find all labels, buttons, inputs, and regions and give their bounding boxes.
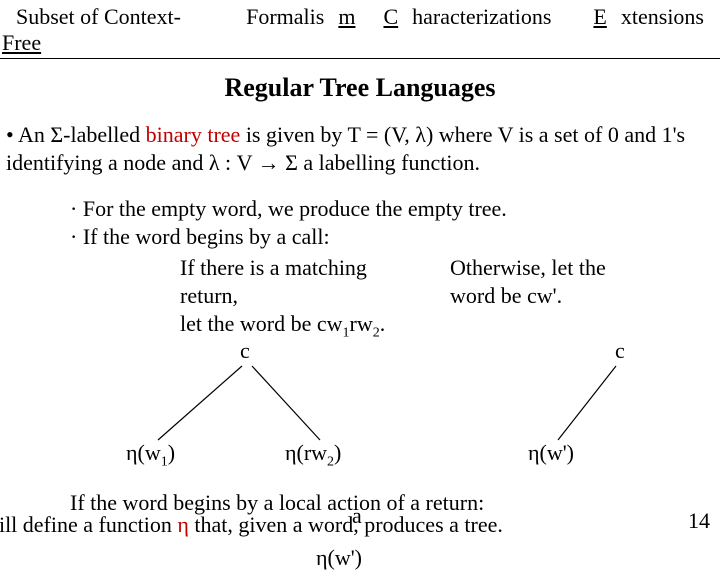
right-root: c [615, 338, 625, 364]
call-left: If there is a matching return, let the w… [70, 254, 410, 343]
left-b-2: 2 [373, 325, 380, 340]
right-a: Otherwise, let the [450, 254, 650, 282]
left-child-r: η(rw2) [285, 440, 341, 470]
footer-area: If the word begins by a local action of … [0, 490, 720, 580]
nav-item-formalism[interactable]: Formalism [218, 4, 369, 56]
lcr-end: ) [334, 440, 341, 465]
call-split: If there is a matching return, let the w… [70, 254, 714, 343]
lcl-end: ) [168, 440, 175, 465]
lcl-pre: η(w [126, 440, 161, 465]
bottom-child: η(w') [316, 545, 362, 571]
nav-underline: E [593, 4, 606, 29]
nav-underline: C [383, 4, 398, 29]
nav-tabs: Subset of Context-Free Formalism Charact… [0, 0, 720, 59]
lcr-sub: 2 [327, 455, 334, 470]
left-b-end: . [380, 311, 386, 336]
sub-line-2: If the word begins by a call: [70, 223, 714, 251]
nav-item-extensions[interactable]: Extensions [579, 4, 720, 56]
call-right: Otherwise, let the word be cw'. [450, 254, 650, 310]
nav-item-characterizations[interactable]: Characterizations [369, 4, 579, 56]
sub-line-1: For the empty word, we produce the empty… [70, 195, 714, 223]
nav-text: Formalis [232, 4, 338, 29]
left-b-rw: rw [350, 311, 373, 336]
left-b: let the word be cw1rw2. [180, 310, 410, 342]
right-child: η(w') [528, 440, 574, 466]
bullet-1: • An Σ-labelled binary tree is given by … [0, 121, 720, 177]
bullet-1-red: binary tree [146, 122, 241, 147]
sub-section: For the empty word, we produce the empty… [0, 195, 720, 342]
right-b-end: . [557, 283, 563, 308]
nav-item-subset[interactable]: Subset of Context-Free [0, 4, 218, 56]
left-b-pre: let the word be [180, 311, 317, 336]
nav-text: Subset of Context- [2, 4, 195, 29]
bullet-2-eta: η [177, 512, 189, 537]
left-root: c [240, 338, 250, 364]
bullet-1-a: • An Σ-labelled [6, 122, 146, 147]
trees-row: c η(w1) η(rw2) c η(w') [0, 340, 720, 490]
right-b: word be cw'. [450, 282, 650, 310]
nav-underline: Free [2, 30, 41, 55]
nav-underline: m [338, 4, 355, 29]
right-b-cw: cw' [527, 283, 557, 308]
bullet-2: • We will define a function η that, give… [0, 512, 656, 538]
page-title: Regular Tree Languages [0, 73, 720, 103]
nav-text: haracterizations [398, 4, 565, 29]
bullet-2-post: that, given a word, produces a tree. [189, 512, 503, 537]
right-tree: c η(w') [530, 340, 690, 490]
left-a: If there is a matching return, [180, 254, 410, 310]
page-number: 14 [688, 508, 710, 534]
lcr-pre: η(rw [285, 440, 327, 465]
left-b-cw: cw [317, 311, 343, 336]
bullet-2-pre: • We will define a function [0, 512, 177, 537]
left-child-l: η(w1) [126, 440, 175, 470]
left-tree: c η(w1) η(rw2) [130, 340, 390, 490]
right-b-pre: word be [450, 283, 527, 308]
lcl-sub: 1 [161, 455, 168, 470]
left-b-1: 1 [343, 325, 350, 340]
nav-text: xtensions [607, 4, 718, 29]
